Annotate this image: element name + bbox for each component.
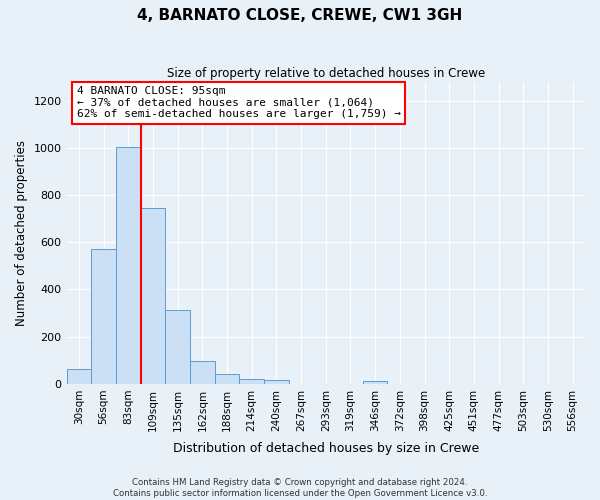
Title: Size of property relative to detached houses in Crewe: Size of property relative to detached ho… bbox=[167, 68, 485, 80]
Bar bbox=[239, 378, 264, 384]
Bar bbox=[264, 380, 289, 384]
Bar bbox=[67, 368, 91, 384]
Bar bbox=[190, 362, 215, 384]
Text: Contains HM Land Registry data © Crown copyright and database right 2024.
Contai: Contains HM Land Registry data © Crown c… bbox=[113, 478, 487, 498]
Text: 4 BARNATO CLOSE: 95sqm
← 37% of detached houses are smaller (1,064)
62% of semi-: 4 BARNATO CLOSE: 95sqm ← 37% of detached… bbox=[77, 86, 401, 120]
Bar bbox=[215, 374, 239, 384]
Bar bbox=[363, 381, 388, 384]
Bar bbox=[91, 250, 116, 384]
Text: 4, BARNATO CLOSE, CREWE, CW1 3GH: 4, BARNATO CLOSE, CREWE, CW1 3GH bbox=[137, 8, 463, 22]
Bar bbox=[165, 310, 190, 384]
Y-axis label: Number of detached properties: Number of detached properties bbox=[15, 140, 28, 326]
Bar bbox=[116, 146, 140, 384]
Bar bbox=[140, 208, 165, 384]
X-axis label: Distribution of detached houses by size in Crewe: Distribution of detached houses by size … bbox=[173, 442, 479, 455]
